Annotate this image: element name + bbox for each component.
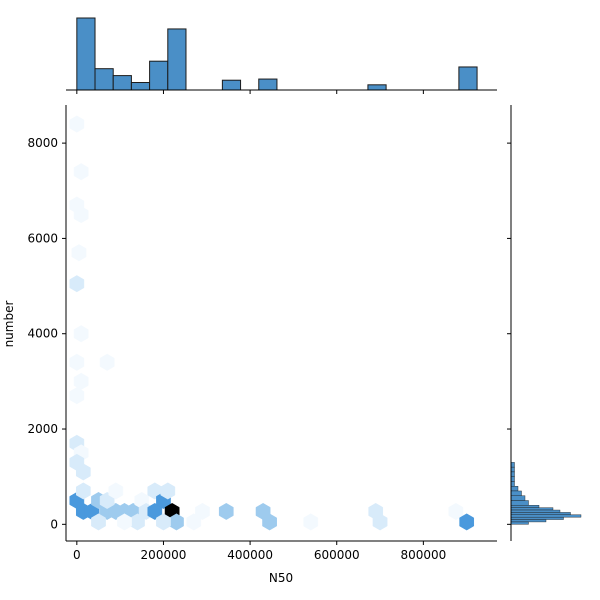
y-histogram-bar: [510, 519, 547, 523]
y-histogram-bar: [510, 500, 529, 506]
x-axis-label: N50: [269, 571, 293, 585]
y-histogram-bar: [510, 490, 522, 496]
hexbin-cell: [73, 372, 89, 390]
hexbin-plot: 0 200000 400000 600000 800000 0 2000 4000 6000 8…: [2, 105, 497, 585]
x-histogram-bar: [76, 17, 96, 91]
x-histogram-bar: [130, 82, 151, 91]
y-histogram-bar: [510, 481, 515, 487]
hexbin-cell: [91, 513, 106, 531]
hexbin-cell: [99, 353, 115, 371]
y-histogram-ticks: [507, 142, 511, 525]
y-histogram-bar: [510, 512, 571, 515]
x-histogram-bar: [149, 60, 169, 91]
hexbin-cell: [262, 513, 277, 531]
y-histogram-bar: [510, 471, 515, 477]
y-histogram-bar: [510, 462, 515, 468]
hexbin-cell: [73, 325, 89, 343]
y-histogram-bar: [510, 495, 526, 501]
y-histogram-bar: [510, 466, 515, 473]
y-histogram-bar: [510, 509, 561, 513]
x-tick-label: 800000: [400, 548, 446, 562]
x-histogram-bar: [367, 84, 387, 91]
x-tick-label: 200000: [141, 548, 187, 562]
hexbin-cell: [69, 115, 85, 133]
hexbin-cell: [117, 513, 132, 531]
hexbin-cell: [156, 513, 171, 531]
x-tick-label: 0: [73, 548, 81, 562]
x-histogram-ticks: [76, 90, 424, 94]
hexbin-cell: [218, 502, 234, 520]
y-axis-ticks: 0 2000 4000 6000 8000: [27, 136, 66, 531]
y-histogram-bar: [510, 505, 540, 508]
y-marginal-histogram: [507, 105, 582, 541]
hexbin-cell: [69, 387, 85, 405]
y-tick-label: 6000: [27, 231, 58, 245]
y-axis-label: number: [2, 301, 16, 348]
x-tick-label: 600000: [314, 548, 360, 562]
hexbin-cell: [75, 482, 91, 500]
hexbin-cell: [108, 482, 124, 500]
hexbin-cell: [372, 513, 388, 531]
y-histogram-bar: [510, 514, 582, 518]
hexbin-cell: [69, 353, 85, 371]
y-histogram-bar: [510, 476, 515, 482]
hexbin-cell: [73, 206, 89, 224]
hexbin-cell: [160, 482, 176, 500]
x-histogram-bar: [167, 28, 187, 91]
y-tick-label: 4000: [27, 327, 58, 341]
y-histogram-bar: [510, 486, 519, 492]
hexbin-cell: [459, 513, 475, 531]
hexbin-cell: [71, 244, 87, 262]
hexbin-cells: [69, 115, 475, 531]
hexbin-cell: [303, 513, 319, 531]
x-marginal-histogram: [66, 17, 497, 94]
y-tick-label: 8000: [27, 136, 58, 150]
x-histogram-bar: [94, 68, 114, 91]
hexbin-cell: [73, 163, 89, 181]
x-histogram-bar: [458, 66, 478, 91]
x-histogram-bar: [112, 75, 132, 91]
x-histogram-bar: [221, 79, 242, 91]
x-histogram-bar: [258, 78, 278, 91]
x-tick-label: 400000: [227, 548, 273, 562]
hexbin-cell: [448, 502, 464, 520]
hexbin-cell: [69, 275, 85, 293]
y-histogram-bar: [510, 521, 529, 525]
y-tick-label: 2000: [27, 422, 58, 436]
x-histogram-bars: [76, 17, 478, 91]
x-axis-ticks: 0 200000 400000 600000 800000: [73, 541, 446, 562]
hexbin-cell: [195, 502, 210, 520]
hexbin-cell: [75, 463, 91, 481]
y-histogram-bar: [510, 507, 554, 511]
y-histogram-bars: [510, 462, 582, 525]
y-histogram-bar: [510, 516, 564, 520]
y-tick-label: 0: [50, 517, 58, 531]
